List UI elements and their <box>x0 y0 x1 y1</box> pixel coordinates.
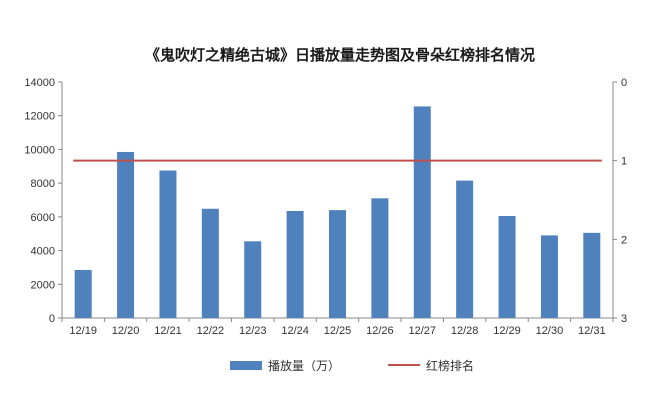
x-tick-label: 12/27 <box>409 325 437 337</box>
y-left-tick-label: 2000 <box>31 279 55 291</box>
y-right-tick-label: 3 <box>621 313 627 325</box>
x-tick-label: 12/30 <box>536 325 564 337</box>
x-tick-label: 12/25 <box>324 325 352 337</box>
y-left-tick-label: 8000 <box>31 178 55 190</box>
legend: 播放量（万） 红榜排名 <box>230 358 474 373</box>
bar <box>201 208 219 318</box>
bar <box>498 216 516 318</box>
y-right-tick-label: 1 <box>621 156 627 168</box>
x-tick-label: 12/31 <box>578 325 606 337</box>
bar <box>540 235 558 318</box>
bar <box>74 269 92 318</box>
bar <box>583 232 601 318</box>
x-tick-label: 12/28 <box>451 325 479 337</box>
x-tick-label: 12/19 <box>69 325 97 337</box>
bar <box>159 170 177 318</box>
y-left-tick-label: 12000 <box>24 111 55 123</box>
bar <box>371 198 389 318</box>
x-tick-label: 12/24 <box>281 325 309 337</box>
bar <box>329 210 346 318</box>
y-right-tick-label: 0 <box>621 77 627 89</box>
y-right-tick-label: 2 <box>621 234 627 246</box>
chart-title: 《鬼吹灯之精绝古城》日播放量走势图及骨朵红榜排名情况 <box>145 46 535 64</box>
x-tick-label: 12/29 <box>493 325 521 337</box>
bar <box>117 151 135 318</box>
y-left-tick-label: 4000 <box>31 246 55 258</box>
y-left-tick-label: 6000 <box>31 212 55 224</box>
bar <box>286 210 304 318</box>
bar <box>244 241 262 318</box>
x-tick-label: 12/20 <box>112 325 140 337</box>
bar <box>456 180 474 318</box>
legend-swatch-bar <box>230 361 262 370</box>
x-tick-label: 12/23 <box>239 325 267 337</box>
x-tick-label: 12/21 <box>154 325 182 337</box>
y-left-tick-label: 10000 <box>24 144 55 156</box>
legend-label-line: 红榜排名 <box>426 358 474 373</box>
bar <box>413 106 431 318</box>
y-left-tick-label: 14000 <box>24 77 55 89</box>
y-left-tick-label: 0 <box>49 313 55 325</box>
plot-area: 0 2000 4000 6000 8000 10000 12000 14000 0 1 2 3 12/1… <box>24 77 627 337</box>
x-tick-label: 12/22 <box>197 325 225 337</box>
x-tick-label: 12/26 <box>366 325 394 337</box>
legend-label-bar: 播放量（万） <box>268 358 340 373</box>
